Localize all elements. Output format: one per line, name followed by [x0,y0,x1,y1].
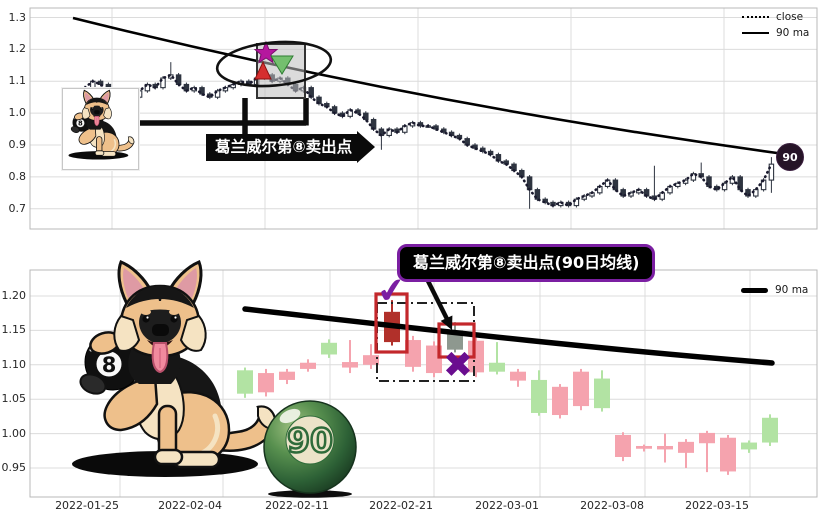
candle [594,378,610,409]
bottom-ma-legend-label: 90 ma [775,284,809,296]
ma-legend-label: 90 ma [776,27,810,39]
candle [762,417,778,443]
highlight-ellipse [215,40,333,88]
close-line-sample [742,16,769,18]
candle [510,371,526,381]
bottom-y-tick-label: 1.05 [1,392,27,406]
title-arrow-head [440,315,453,330]
bottom-x-tick-label: 2022-02-04 [158,499,222,512]
top-y-tick-label: 1.2 [8,42,27,56]
legend-row-ma-bottom: 90 ma [741,282,808,298]
bottom-x-tick-label: 2022-02-11 [265,499,329,512]
bottom-y-tick-label: 1.15 [1,323,27,337]
dog-thumbnail-card [62,88,139,170]
candle [363,355,379,365]
billiard-ball-90: 90 [263,400,357,498]
legend-row-ma: 90 ma [742,25,809,41]
ma-badge [776,143,804,171]
close-legend-label: close [776,11,804,23]
bottom-x-tick-label: 2022-03-08 [580,499,644,512]
candle [699,432,715,444]
bottom-y-tick-label: 1.20 [1,289,27,302]
bottom-x-tick-label: 2022-01-25 [55,499,119,512]
bottom-panel-title-text: 葛兰威尔第⑧卖出点(90日均线) [413,253,640,272]
top-y-tick-label: 1.3 [8,10,27,24]
top-legend: close 90 ma [742,9,809,41]
bottom-legend: 90 ma [741,282,808,298]
top-y-tick-label: 0.8 [8,169,27,183]
top-y-tick-label: 1.0 [8,106,27,120]
ma-badge-label: 90 [782,151,798,164]
candle [720,437,736,472]
top-panel: 90 [29,7,818,230]
bottom-x-tick-label: 2022-03-15 [685,499,749,512]
candle [237,370,253,394]
bottom-y-tick-label: 0.95 [1,461,27,474]
candle [279,371,295,380]
triangle-up-marker-icon [254,60,272,80]
legend-row-close: close [742,9,809,25]
bottom-y-tick-label: 1.10 [1,357,27,371]
candle [405,340,421,367]
sell-candle-box [374,292,409,354]
candle [657,445,673,450]
candle [615,434,631,457]
top-y-tick-label: 0.9 [8,138,27,152]
bottom-candles [237,300,778,475]
top-ma-line [72,16,778,155]
bottom-ma-line [242,306,775,366]
ma-line-sample [742,32,769,34]
ma-thick-line-sample [741,287,768,293]
dog-thumbnail [67,89,135,161]
bottom-x-tick-label: 2022-03-01 [475,499,539,512]
candle [552,386,568,416]
bottom-panel-title: 葛兰威尔第⑧卖出点(90日均线) [397,244,656,282]
confirm-candle-box [437,322,476,359]
candle [300,362,316,369]
close-dotted-line [83,73,773,208]
bottom-y-tick-label: 1.00 [1,426,27,440]
candle [678,441,694,453]
candle [741,442,757,450]
sell-point-callout-text: 葛兰威尔第⑧卖出点 [215,138,353,156]
candle [573,371,589,407]
triangle-down-marker-icon [270,55,294,75]
bottom-panel: ✔ ✖ 90 [29,262,818,498]
top-plot-border [29,7,818,230]
ball-90-number: 90 [287,421,333,460]
top-y-tick-label: 0.7 [8,201,27,215]
sell-point-callout: 葛兰威尔第⑧卖出点 [206,131,376,163]
candle [321,342,337,355]
candle [489,362,505,372]
top-gridlines [30,8,817,229]
x-mark-icon: ✖ [443,345,473,386]
candle [531,379,547,413]
title-arrow-line [425,279,450,321]
candle [636,445,652,449]
candle [468,340,484,373]
candle [258,373,274,393]
candle [342,362,358,368]
bottom-x-tick-label: 2022-02-21 [369,499,433,512]
top-y-tick-label: 1.1 [8,74,27,88]
